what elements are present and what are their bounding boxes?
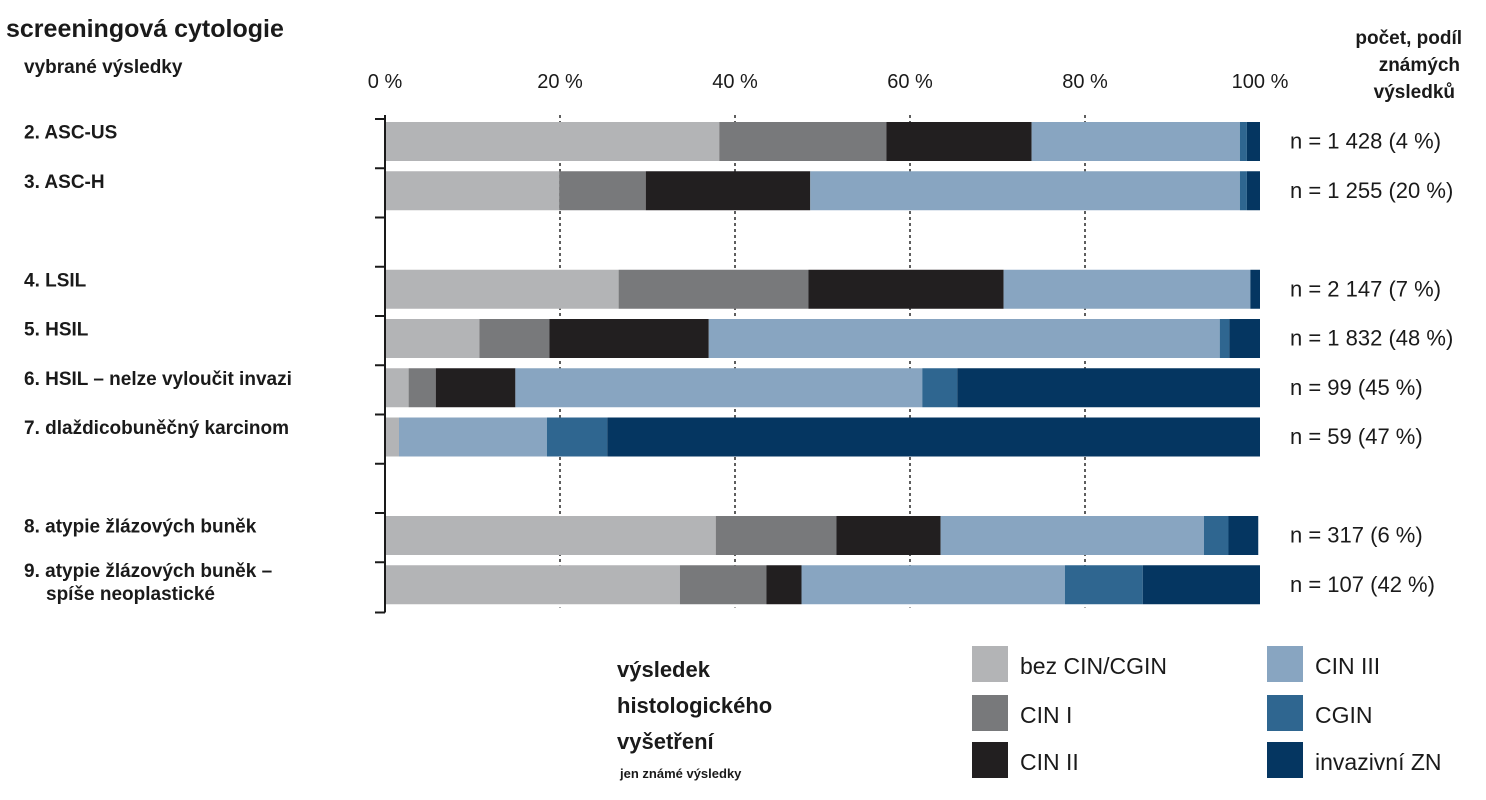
bar-segment xyxy=(385,122,720,161)
bars xyxy=(385,122,1260,605)
bar-segment xyxy=(1031,122,1240,161)
category-label: 3. ASC-H xyxy=(24,172,105,193)
chart-subtitle: vybrané výsledky xyxy=(24,57,183,78)
legend-title-line: výsledek xyxy=(617,657,711,682)
bar-segment xyxy=(618,269,809,309)
x-tick-label: 0 % xyxy=(368,71,403,93)
category-label: 7. dlaždicobuněčný karcinom xyxy=(24,418,289,439)
x-tick-labels: 0 % 20 % 40 % 60 % 80 % 100 % xyxy=(368,71,1289,93)
right-header-line: výsledků xyxy=(1374,82,1455,103)
bar-segment xyxy=(1229,319,1260,358)
legend-title-line: vyšetření xyxy=(617,729,715,754)
legend-swatch xyxy=(1267,646,1303,682)
x-tick-label: 60 % xyxy=(887,71,933,93)
bar-segment xyxy=(385,368,409,408)
bar-segment xyxy=(1239,122,1247,161)
bar-segment xyxy=(399,417,547,457)
bar-segment xyxy=(1246,122,1260,161)
legend-swatch xyxy=(972,742,1008,778)
bar-segment xyxy=(886,122,1032,161)
bar-segment xyxy=(385,417,399,457)
bar-segment xyxy=(435,368,516,408)
legend-label: invazivní ZN xyxy=(1315,749,1442,775)
legend-swatch xyxy=(1267,695,1303,731)
bar-segment xyxy=(385,319,480,358)
bar-segment xyxy=(1219,319,1230,358)
legend-swatch xyxy=(972,646,1008,682)
bar-segment xyxy=(715,516,837,555)
category-label: 4. LSIL xyxy=(24,270,87,291)
count-annotation: n = 317 (6 %) xyxy=(1290,523,1423,548)
bar-segment xyxy=(808,269,1004,309)
bar-segment xyxy=(1142,565,1260,605)
bar-segment xyxy=(645,171,811,211)
count-annotation: n = 1 428 (4 %) xyxy=(1290,129,1441,154)
right-header-line: známých xyxy=(1379,55,1460,76)
bar-segment xyxy=(479,319,550,358)
bar-segment xyxy=(922,368,958,408)
bar-segment xyxy=(385,565,680,605)
bar-segment xyxy=(719,122,887,161)
bar-segment xyxy=(408,368,436,408)
bar-segment xyxy=(1239,171,1247,211)
bar-segment xyxy=(1246,171,1260,211)
bar-segment xyxy=(836,516,941,555)
bar-segment xyxy=(385,171,560,211)
category-label: 2. ASC-US xyxy=(24,123,117,144)
legend-label: CIN II xyxy=(1020,749,1079,775)
count-annotation: n = 1 255 (20 %) xyxy=(1290,178,1453,203)
bar-segment xyxy=(1003,269,1251,309)
right-header-line: počet, podíl xyxy=(1355,28,1462,49)
bar-segment xyxy=(1064,565,1143,605)
bar-segment xyxy=(766,565,802,605)
bar-segment xyxy=(1228,516,1259,555)
count-annotation: n = 59 (47 %) xyxy=(1290,424,1423,449)
bar-segment xyxy=(607,417,1260,457)
count-annotation: n = 99 (45 %) xyxy=(1290,375,1423,400)
legend-label: bez CIN/CGIN xyxy=(1020,653,1167,679)
count-annotation: n = 2 147 (7 %) xyxy=(1290,276,1441,301)
count-annotation: n = 1 832 (48 %) xyxy=(1290,326,1453,351)
bar-segment xyxy=(559,171,646,211)
bar-segment xyxy=(679,565,767,605)
category-labels: 2. ASC-US 3. ASC-H 4. LSIL 5. HSIL 6. HSIL –… xyxy=(24,123,292,605)
bar-segment xyxy=(1250,269,1260,309)
x-tick-label: 40 % xyxy=(712,71,758,93)
chart-title: screeningová cytologie xyxy=(6,15,284,43)
legend-label: CGIN xyxy=(1315,702,1373,728)
bar-segment xyxy=(957,368,1260,408)
legend-label: CIN III xyxy=(1315,653,1380,679)
count-annotation: n = 107 (42 %) xyxy=(1290,572,1435,597)
category-label: spíše neoplastické xyxy=(46,584,215,605)
y-axis xyxy=(375,115,386,614)
legend-title-line: histologického xyxy=(617,693,772,718)
x-tick-label: 80 % xyxy=(1062,71,1108,93)
bar-segment xyxy=(549,319,709,358)
bar-segment xyxy=(515,368,923,408)
legend-swatch xyxy=(972,695,1008,731)
count-annotations: n = 1 428 (4 %) n = 1 255 (20 %) n = 2 147… xyxy=(1290,129,1453,597)
bar-segment xyxy=(940,516,1204,555)
bar-segment xyxy=(801,565,1065,605)
category-label: 5. HSIL xyxy=(24,320,89,341)
legend-label: CIN I xyxy=(1020,702,1072,728)
bar-segment xyxy=(385,516,716,555)
category-label: 8. atypie žlázových buněk xyxy=(24,517,257,538)
bar-segment xyxy=(546,417,608,457)
legend: výsledek histologického vyšetření jen známé… xyxy=(617,646,1442,781)
category-label: 6. HSIL – nelze vyloučit invazi xyxy=(24,369,292,390)
bar-segment xyxy=(1204,516,1229,555)
legend-swatch xyxy=(1267,742,1303,778)
bar-segment xyxy=(708,319,1220,358)
bar-segment xyxy=(810,171,1240,211)
bar-segment xyxy=(385,269,619,309)
right-header: počet, podíl známých výsledků xyxy=(1355,28,1462,103)
x-tick-label: 20 % xyxy=(537,71,583,93)
legend-subtitle: jen známé výsledky xyxy=(619,766,742,781)
category-label: 9. atypie žlázových buněk – xyxy=(24,561,272,582)
x-tick-label: 100 % xyxy=(1232,71,1289,93)
